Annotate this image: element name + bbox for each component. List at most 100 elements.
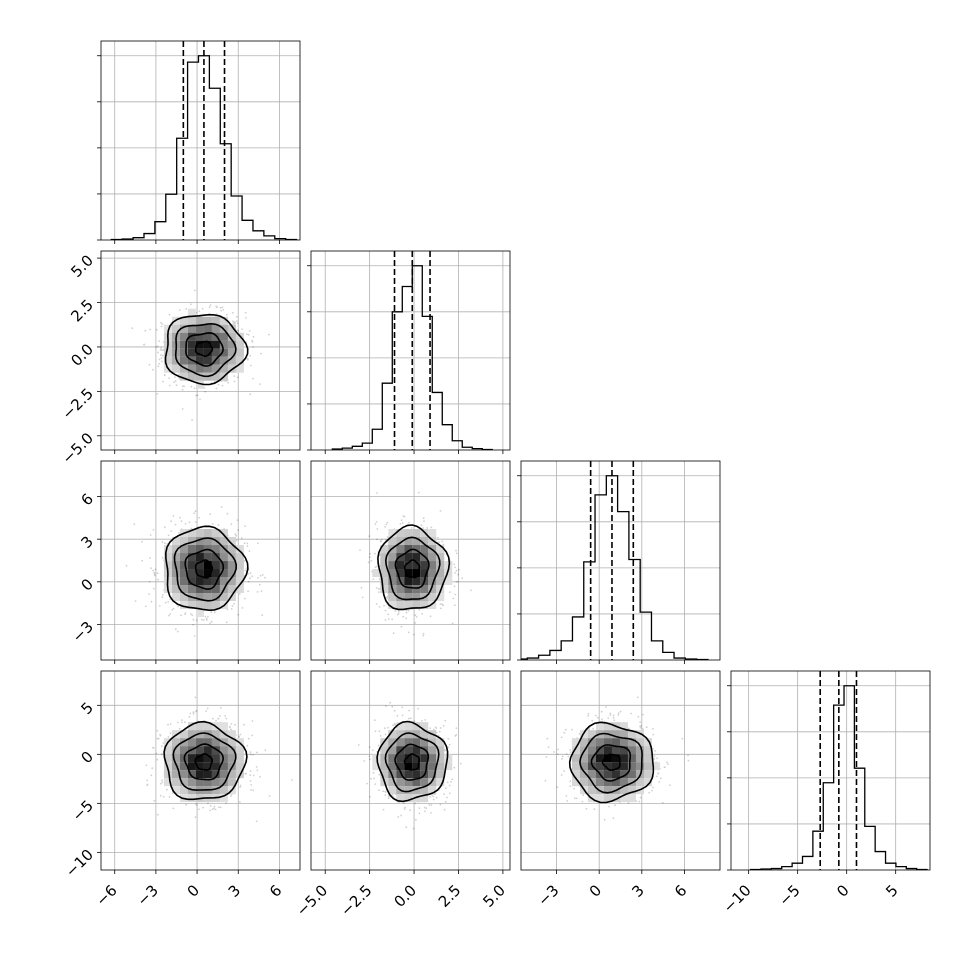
scatter-point — [442, 604, 444, 607]
scatter-point — [152, 587, 155, 590]
density-cell — [171, 770, 180, 779]
density-cell — [219, 561, 228, 570]
density-cell — [211, 577, 220, 586]
density-cell — [428, 561, 437, 570]
density-cell — [195, 754, 204, 763]
scatter-point — [167, 601, 170, 603]
scatter-point — [167, 723, 169, 726]
scatter-point — [429, 795, 432, 798]
scatter-point — [439, 803, 442, 806]
scatter-point — [386, 595, 389, 598]
density-cell — [179, 348, 188, 357]
scatter-point — [396, 714, 399, 717]
scatter-point — [218, 806, 220, 808]
scatter-point — [234, 321, 236, 324]
density-cell — [195, 778, 204, 787]
density-cell — [163, 324, 172, 333]
density-cell — [187, 332, 196, 341]
axes-frame — [520, 460, 721, 661]
density-cell — [203, 577, 212, 586]
scatter-point — [387, 618, 390, 620]
density-cell — [163, 770, 172, 779]
density-cell — [179, 561, 188, 570]
scatter-point — [235, 539, 238, 542]
scatter-point — [403, 808, 406, 810]
scatter-point — [444, 748, 446, 751]
scatter-point — [260, 352, 262, 355]
scatter-point — [160, 753, 163, 756]
density-cell — [203, 746, 212, 755]
scatter-point — [215, 719, 217, 722]
scatter-point — [429, 727, 432, 729]
scatter-point — [194, 710, 197, 713]
density-cell — [227, 537, 236, 546]
density-contour — [384, 536, 441, 601]
scatter-point — [211, 808, 214, 811]
scatter-point — [162, 795, 165, 798]
scatter-point — [169, 732, 172, 735]
scatter-point — [375, 565, 378, 568]
scatter-point — [160, 321, 162, 324]
scatter-point — [420, 524, 423, 527]
scatter-point — [180, 614, 183, 617]
density-cell — [195, 529, 204, 538]
density-cell — [211, 786, 220, 795]
scatter-point — [153, 573, 156, 576]
scatter-point — [230, 793, 233, 796]
density-cell — [195, 332, 204, 341]
scatter-point — [212, 717, 214, 720]
scatter-point — [178, 309, 181, 311]
scatter-point — [441, 540, 444, 543]
scatter-point — [244, 597, 246, 600]
density-cell — [195, 348, 204, 357]
scatter-point — [405, 826, 408, 829]
scatter-point — [259, 383, 261, 385]
histogram-step — [331, 265, 493, 450]
scatter-point — [183, 385, 186, 388]
scatter-point — [150, 774, 153, 777]
scatter-point — [368, 556, 371, 558]
density-cell — [436, 577, 445, 586]
scatter-point — [387, 613, 389, 616]
scatter-point — [133, 523, 136, 525]
scatter-point — [409, 809, 411, 812]
scatter-point — [372, 771, 375, 774]
density-cell — [227, 324, 236, 333]
scatter-point — [415, 818, 417, 821]
scatter-point — [407, 631, 410, 634]
density-cell — [171, 364, 180, 373]
density-cell — [436, 545, 445, 554]
scatter-point — [236, 320, 238, 322]
scatter-point — [233, 322, 236, 325]
density-cell — [195, 770, 204, 779]
scatter-point — [168, 313, 171, 316]
scatter-point — [422, 527, 424, 529]
scatter-point — [246, 744, 249, 747]
density-cell — [195, 569, 204, 578]
scatter-point — [222, 308, 225, 311]
scatter-point — [125, 564, 128, 567]
scatter-point — [161, 556, 164, 559]
scatter-point — [163, 374, 166, 376]
scatter-point — [383, 604, 385, 607]
density-cell — [219, 770, 228, 779]
scatter-point — [384, 791, 387, 793]
x-tick-label: 0 — [184, 881, 203, 900]
density-cell — [227, 770, 236, 779]
scatter-point — [250, 364, 252, 367]
density-cell — [227, 593, 236, 602]
scatter-point — [161, 360, 163, 363]
scatter-point — [379, 735, 382, 737]
scatter-point — [245, 316, 247, 319]
scatter-point — [382, 808, 385, 811]
density-cell — [187, 762, 196, 771]
density-cell — [404, 577, 413, 586]
scatter-point — [154, 568, 157, 571]
scatter-point — [190, 385, 193, 388]
scatter-point — [396, 613, 399, 616]
scatter-point — [160, 347, 163, 349]
y-tick-label: −5.0 — [59, 429, 97, 467]
scatter-point — [387, 726, 389, 729]
density-cell — [187, 730, 196, 739]
